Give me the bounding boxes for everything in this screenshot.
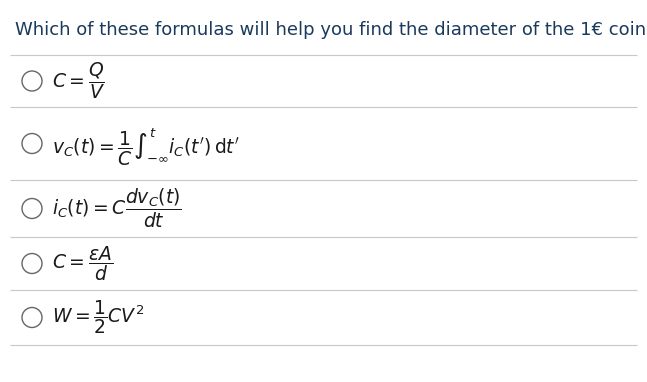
Text: $i_C(t) = C\dfrac{dv_C(t)}{dt}$: $i_C(t) = C\dfrac{dv_C(t)}{dt}$ [52,187,182,230]
Text: $W = \dfrac{1}{2}CV^2$: $W = \dfrac{1}{2}CV^2$ [52,299,144,337]
Text: Which of these formulas will help you find the diameter of the 1€ coin?: Which of these formulas will help you fi… [15,21,647,39]
Text: $C = \dfrac{Q}{V}$: $C = \dfrac{Q}{V}$ [52,61,105,102]
Text: $v_C(t) = \dfrac{1}{C} \int_{-\infty}^{t} i_C(t')\,\mathrm{d}t'$: $v_C(t) = \dfrac{1}{C} \int_{-\infty}^{t… [52,127,240,168]
Text: $C = \dfrac{\varepsilon A}{d}$: $C = \dfrac{\varepsilon A}{d}$ [52,244,113,283]
